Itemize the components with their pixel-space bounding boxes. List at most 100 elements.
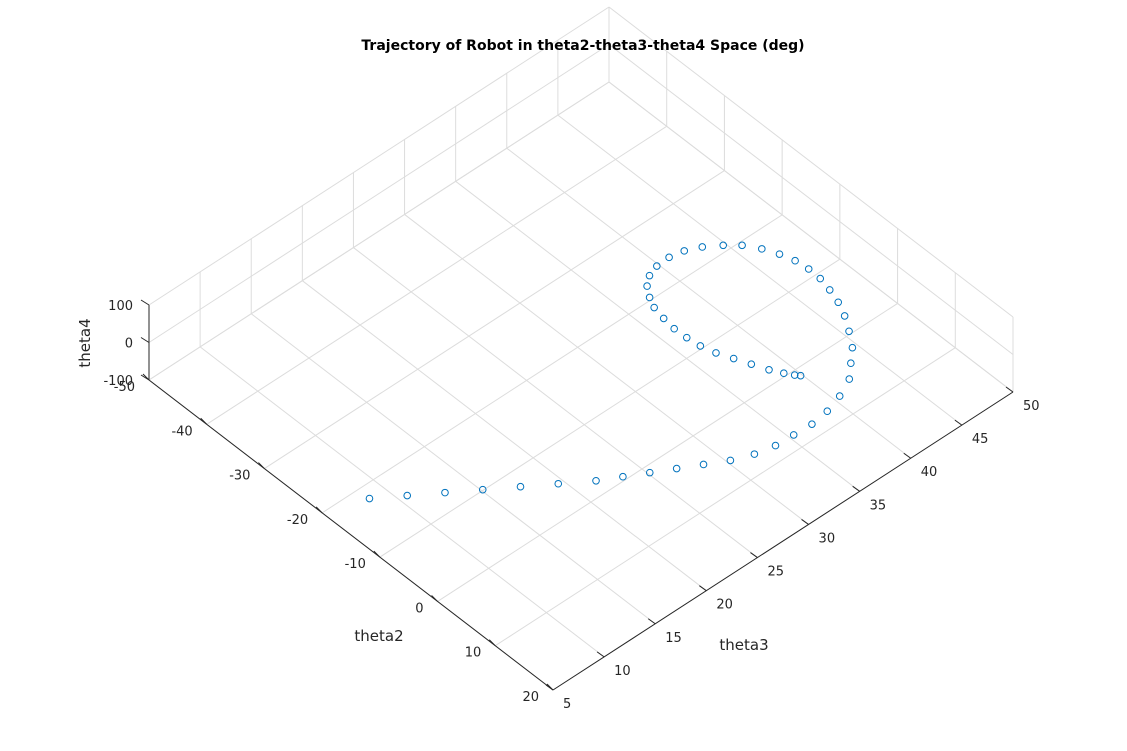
data-point [729,354,738,363]
y-tick-mark [647,618,656,625]
z-tick-label: 0 [125,337,133,352]
y-tick-label: 50 [1023,399,1040,414]
data-point [592,476,600,485]
data-point [823,407,832,416]
data-point [619,472,627,481]
grid-layer [148,6,1014,691]
y-tick-mark [545,684,554,691]
wall-gridline-z [608,6,1014,318]
wall-gridline-z [148,6,610,306]
floor-gridline-y [404,214,809,525]
x-tick-mark [315,506,323,514]
data-point [804,265,813,273]
x-tick-label: -10 [345,557,366,572]
x-tick-label: -40 [171,424,192,439]
data-point [516,482,525,491]
data-point [650,303,658,312]
floor-gridline-x [495,347,956,647]
x-tick-label: 20 [522,690,539,705]
x-tick-label: -20 [287,513,308,528]
data-point [779,369,788,378]
data-point [771,441,780,450]
z-tick-label: -100 [103,374,133,389]
data-point [845,375,854,383]
data-point [775,250,784,258]
floor-gridline-x [264,170,725,469]
x-tick-label: -50 [114,380,135,395]
data-point [645,271,654,280]
data-point [670,324,678,333]
data-point [847,359,855,368]
data-point [365,494,374,503]
x-tick-mark [258,462,265,469]
wall-gridline-z [148,81,610,381]
floor-gridline-y [250,313,656,625]
y-tick-mark [903,452,912,459]
floor-gridline-y [302,280,707,592]
z-tick-mark [140,299,150,306]
y-tick-label: 5 [563,697,571,712]
x-tick-mark [431,595,438,602]
data-point [653,262,661,270]
x-tick-label: 10 [465,646,482,661]
floor-gridline-y [506,147,912,459]
x-tick-mark [200,417,208,425]
y-tick-label: 10 [614,664,631,679]
x-tick-mark [488,639,496,647]
data-point [403,491,412,500]
x-tick-label: -30 [229,469,250,484]
y-tick-mark [852,485,860,492]
x-axis-line [148,379,554,691]
data-point [645,293,654,302]
floor-gridline-x [321,214,783,514]
data-point [696,342,705,350]
data-point [645,468,654,477]
data-point [643,282,651,290]
y-tick-mark [801,519,809,525]
data-point [816,274,825,283]
axes-layer [140,299,1014,691]
data-point [699,460,708,469]
data-point [758,245,766,253]
y-tick-label: 25 [767,565,784,580]
data-layer [365,241,857,503]
floor-gridline-y [199,346,605,658]
data-point [789,431,798,439]
y-tick-mark [596,651,605,658]
data-point [478,485,487,494]
y-axis-line [552,391,1014,691]
data-point [738,241,746,250]
floor-gridline-y [557,114,963,426]
data-point [680,247,689,255]
y-tick-mark [750,552,758,558]
data-point [441,488,449,497]
data-point [834,298,843,307]
y-tick-mark [699,585,707,592]
floor-gridline-y [455,180,860,492]
floor-gridline-x [206,125,667,425]
y-tick-mark [1005,386,1014,393]
y-tick-label: 40 [921,465,938,480]
data-point [825,286,834,294]
floor-gridline-x [379,258,841,558]
data-point [796,371,805,380]
y-tick-label: 20 [716,598,733,613]
wall-gridline-z [148,44,610,343]
data-point [840,312,849,320]
data-point [726,456,735,465]
data-point [765,366,773,374]
x-axis-label: theta2 [354,627,403,645]
data-point [791,256,799,265]
y-tick-label: 15 [665,631,682,646]
data-point [808,420,816,428]
wall-gridline-z [608,81,1014,393]
chart-title: Trajectory of Robot in theta2-theta3-the… [361,38,804,54]
data-point [750,450,759,458]
floor-gridline-x [437,303,898,602]
data-point [682,333,691,342]
data-point [835,392,844,400]
y-tick-label: 35 [870,498,887,513]
